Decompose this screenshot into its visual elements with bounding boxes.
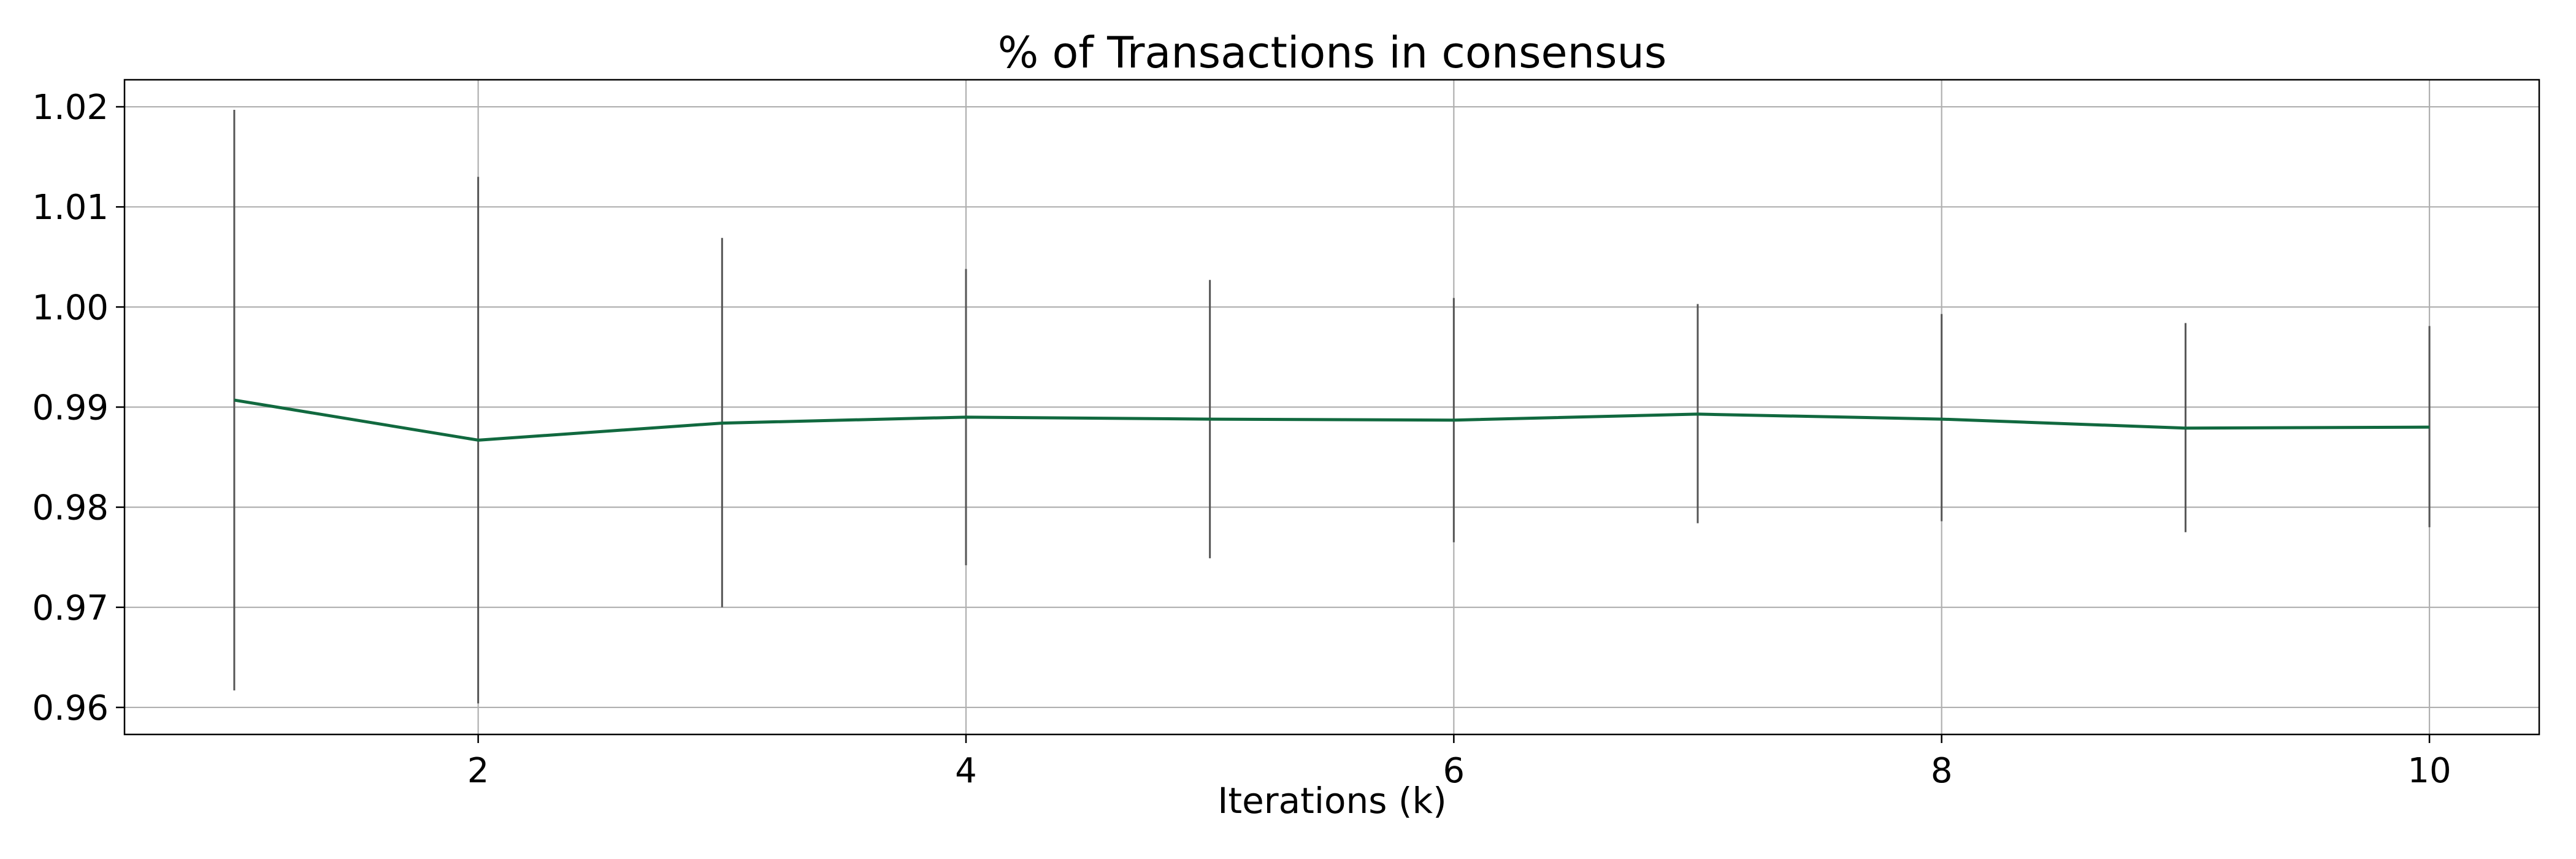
y-tick-label: 0.96 [32,688,109,728]
series-line [234,398,2430,442]
x-tick-label: 8 [1931,751,1953,791]
grid-lines [125,80,2539,734]
y-tick-label: 1.02 [32,88,109,128]
y-axis-ticks: 0.96 0.97 0.98 0.99 1.00 1.01 1.02 [32,88,125,728]
x-tick-label: 6 [1443,751,1465,791]
y-tick-label: 0.99 [32,388,109,428]
y-tick-label: 0.97 [32,588,109,628]
x-tick-label: 10 [2407,751,2451,791]
y-tick-label: 1.00 [32,288,109,328]
x-axis-label: Iterations (k) [1217,780,1447,822]
x-tick-label: 2 [467,751,489,791]
series-lines [234,398,2430,442]
x-tick-label: 4 [955,751,977,791]
y-tick-label: 1.01 [32,188,109,228]
chart-title: % of Transactions in consensus [998,28,1667,78]
x-axis-ticks: 2 4 6 8 10 [467,734,2451,791]
y-tick-label: 0.98 [32,488,109,528]
